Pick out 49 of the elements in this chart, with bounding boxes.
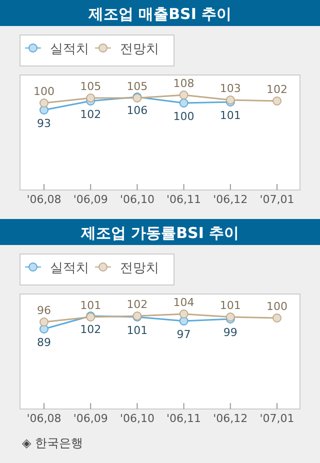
- data-label: 89: [37, 336, 51, 349]
- point: [179, 90, 188, 100]
- chart-title: 제조업 가동률BSI 추이: [80, 224, 240, 242]
- data-label: 100: [173, 110, 194, 123]
- text: ◈ 한국은행: [22, 436, 84, 450]
- data-label: 104: [173, 296, 194, 309]
- x-tick-label: '06,09: [73, 412, 108, 425]
- point: [272, 314, 282, 322]
- data-label: 101: [220, 109, 241, 122]
- data-label: 102: [266, 83, 288, 96]
- x-tick-label: '06,12: [213, 193, 248, 206]
- data-label: 93: [37, 117, 51, 130]
- data-label: 106: [126, 104, 148, 117]
- x-tick-label: '06,10: [120, 412, 154, 425]
- chart-title: 제조업 매출BSI 추이: [87, 5, 232, 23]
- legend-label: 실적치: [50, 42, 89, 57]
- x-tick-label: '06,08: [26, 412, 62, 425]
- data-label: 101: [126, 324, 148, 337]
- data-label: 102: [80, 108, 102, 121]
- x-tick-label: '06,12: [213, 412, 248, 425]
- x-tick-label: '06,09: [73, 193, 108, 206]
- data-label: 100: [34, 85, 54, 98]
- point: [86, 94, 96, 102]
- data-label: 105: [126, 80, 148, 93]
- data-label: 105: [80, 80, 102, 93]
- data-label: 100: [266, 300, 288, 313]
- x-tick-label: '07,01: [260, 193, 294, 206]
- data-label: 101: [220, 299, 241, 312]
- legend-label: 실적치: [50, 261, 89, 276]
- data-label: 101: [80, 299, 102, 312]
- data-label: 108: [173, 77, 194, 90]
- data-label: 96: [37, 304, 51, 317]
- legend-label: 전망치: [120, 42, 159, 57]
- data-label: 102: [126, 298, 148, 311]
- x-tick-label: '07,01: [260, 412, 294, 425]
- data-label: 102: [80, 323, 102, 336]
- point: [179, 98, 188, 108]
- point: [40, 318, 48, 326]
- x-tick-label: '06,11: [166, 193, 202, 206]
- x-tick-label: '06,08: [26, 193, 62, 206]
- data-label: 99: [223, 326, 238, 339]
- data-label: 97: [176, 328, 191, 341]
- point: [272, 96, 282, 106]
- x-tick-label: '06,10: [120, 193, 154, 206]
- x-tick-label: '06,11: [166, 412, 202, 425]
- data-label: 103: [220, 82, 241, 95]
- point: [179, 310, 188, 318]
- point: [40, 98, 48, 108]
- legend-label: 전망치: [120, 261, 159, 276]
